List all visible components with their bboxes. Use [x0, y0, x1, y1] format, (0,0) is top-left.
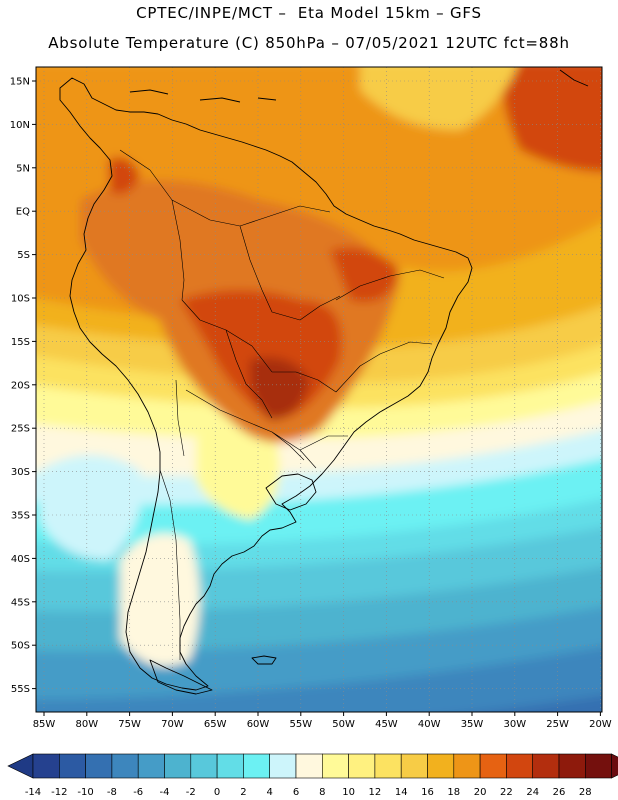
lat-label: 45S — [11, 597, 30, 608]
colorbar-swatch — [164, 753, 192, 779]
lon-label: 55W — [289, 719, 312, 730]
colorbar-tick-label: 12 — [369, 787, 382, 798]
colorbar-swatch — [85, 753, 113, 779]
colorbar-tick-label: -12 — [51, 787, 67, 798]
lon-label: 25W — [546, 719, 569, 730]
lat-label: 50S — [11, 641, 30, 652]
colorbar-tick-label: 14 — [395, 787, 408, 798]
colorbar-swatch — [348, 753, 376, 779]
map-frame — [35, 66, 603, 713]
lat-label: 5N — [16, 163, 30, 174]
lat-label: 5S — [17, 250, 30, 261]
lon-label: 80W — [75, 719, 98, 730]
country-borders — [119, 149, 445, 660]
colorbar-swatch — [532, 753, 560, 779]
colorbar-tick-label: 8 — [319, 787, 325, 798]
colorbar-swatch — [400, 753, 428, 779]
field-atlantic-hot — [500, 67, 602, 173]
colorbar-tick-label: 28 — [579, 787, 592, 798]
colorbar-tick-label: 0 — [214, 787, 220, 798]
map-title: CPTEC/INPE/MCT – Eta Model 15km – GFS — [136, 4, 482, 22]
lat-label: 15N — [10, 77, 30, 88]
lon-label: 20W — [589, 719, 612, 730]
map-subtitle: Absolute Temperature (C) 850hPa – 07/05/… — [48, 34, 570, 52]
colorbar-under-triangle — [7, 753, 34, 779]
field-caribbean-gold — [360, 67, 517, 130]
south-america-coastline — [59, 77, 473, 691]
lon-label: 75W — [118, 719, 141, 730]
lon-label: 70W — [161, 719, 184, 730]
colorbar: -14 -12 -10 -8 -6 -4 -2 0 2 4 6 8 10 12 14 16 18 20 22 24 26… — [7, 753, 618, 798]
colorbar-tick-label: 20 — [474, 787, 487, 798]
colorbar-swatch — [374, 753, 402, 779]
colorbar-tick-label: 22 — [500, 787, 513, 798]
colorbar-swatch — [427, 753, 455, 779]
colorbar-over-triangle — [611, 753, 618, 779]
colorbar-swatch — [479, 753, 507, 779]
lat-label: 15S — [11, 337, 30, 348]
lon-label: 65W — [204, 719, 227, 730]
colorbar-tick-label: -8 — [107, 787, 117, 798]
colorbar-tick-label: 4 — [267, 787, 273, 798]
lat-label: 10S — [11, 294, 30, 305]
lon-label: 85W — [33, 719, 56, 730]
colorbar-tick-label: 16 — [421, 787, 434, 798]
colorbar-tick-label: 18 — [447, 787, 460, 798]
colorbar-tick-label: 10 — [342, 787, 355, 798]
colorbar-tick-label: 24 — [526, 787, 539, 798]
colorbar-tick-label: -4 — [160, 787, 170, 798]
colorbar-swatch — [295, 753, 323, 779]
colorbar-swatch — [137, 753, 165, 779]
lon-label: 60W — [247, 719, 270, 730]
field-andes-hot — [108, 157, 140, 194]
colorbar-swatch — [321, 753, 349, 779]
colorbar-swatch — [243, 753, 270, 779]
colorbar-swatch — [32, 753, 60, 779]
lat-label: 55S — [11, 684, 30, 695]
colorbar-swatch — [58, 753, 86, 779]
tierra-del-fuego — [149, 659, 213, 695]
lon-label: 45W — [375, 719, 398, 730]
lat-label: 25S — [11, 424, 30, 435]
field-band-yellow — [36, 326, 602, 409]
lat-label: 20S — [11, 380, 30, 391]
colorbar-tick-label: 2 — [240, 787, 246, 798]
lon-label: 40W — [418, 719, 441, 730]
colorbar-swatch — [190, 753, 218, 779]
field-hot-core-deep — [250, 357, 310, 420]
lat-label: 30S — [11, 467, 30, 478]
colorbar-tick-label: -2 — [186, 787, 196, 798]
colorbar-swatch — [453, 753, 481, 779]
lon-label: 35W — [461, 719, 484, 730]
lat-label: EQ — [16, 207, 30, 218]
lat-label: 35S — [11, 511, 30, 522]
colorbar-swatch — [111, 753, 139, 779]
coastline-borders — [59, 69, 589, 695]
field-band-gold — [36, 290, 602, 384]
colorbar-tick-label: -10 — [77, 787, 93, 798]
colorbar-tick-label: 6 — [293, 787, 299, 798]
colorbar-swatch — [269, 753, 297, 779]
colorbar-tick-label: -14 — [25, 787, 41, 798]
colorbar-swatch — [558, 753, 586, 779]
lat-label: 10N — [10, 120, 30, 131]
lon-label: 50W — [332, 719, 355, 730]
colorbar-tick-label: -6 — [133, 787, 143, 798]
colorbar-tick-label: 26 — [553, 787, 566, 798]
falkland-islands — [251, 655, 277, 665]
colorbar-swatch — [506, 753, 533, 779]
uruguay-buenos-aires-outline — [265, 473, 317, 511]
latitude-labels: 15N 10N 5N EQ 5S 10S 15S 20S 25S 30S 35S 40S 45S 50S 5… — [10, 77, 36, 695]
lon-label: 30W — [503, 719, 526, 730]
colorbar-swatch — [584, 753, 612, 779]
caribbean-islands — [129, 69, 589, 103]
colorbar-swatch — [216, 753, 244, 779]
temperature-field — [36, 67, 602, 712]
field-argentina-yellow — [196, 425, 280, 520]
longitude-labels: 85W 80W 75W 70W 65W 60W 55W 50W 45W 40W 35W 30W 25W 2… — [33, 712, 612, 730]
field-pacific-cool — [40, 455, 142, 560]
lat-label: 40S — [11, 554, 30, 565]
field-ne-brazil-hot — [330, 247, 400, 302]
